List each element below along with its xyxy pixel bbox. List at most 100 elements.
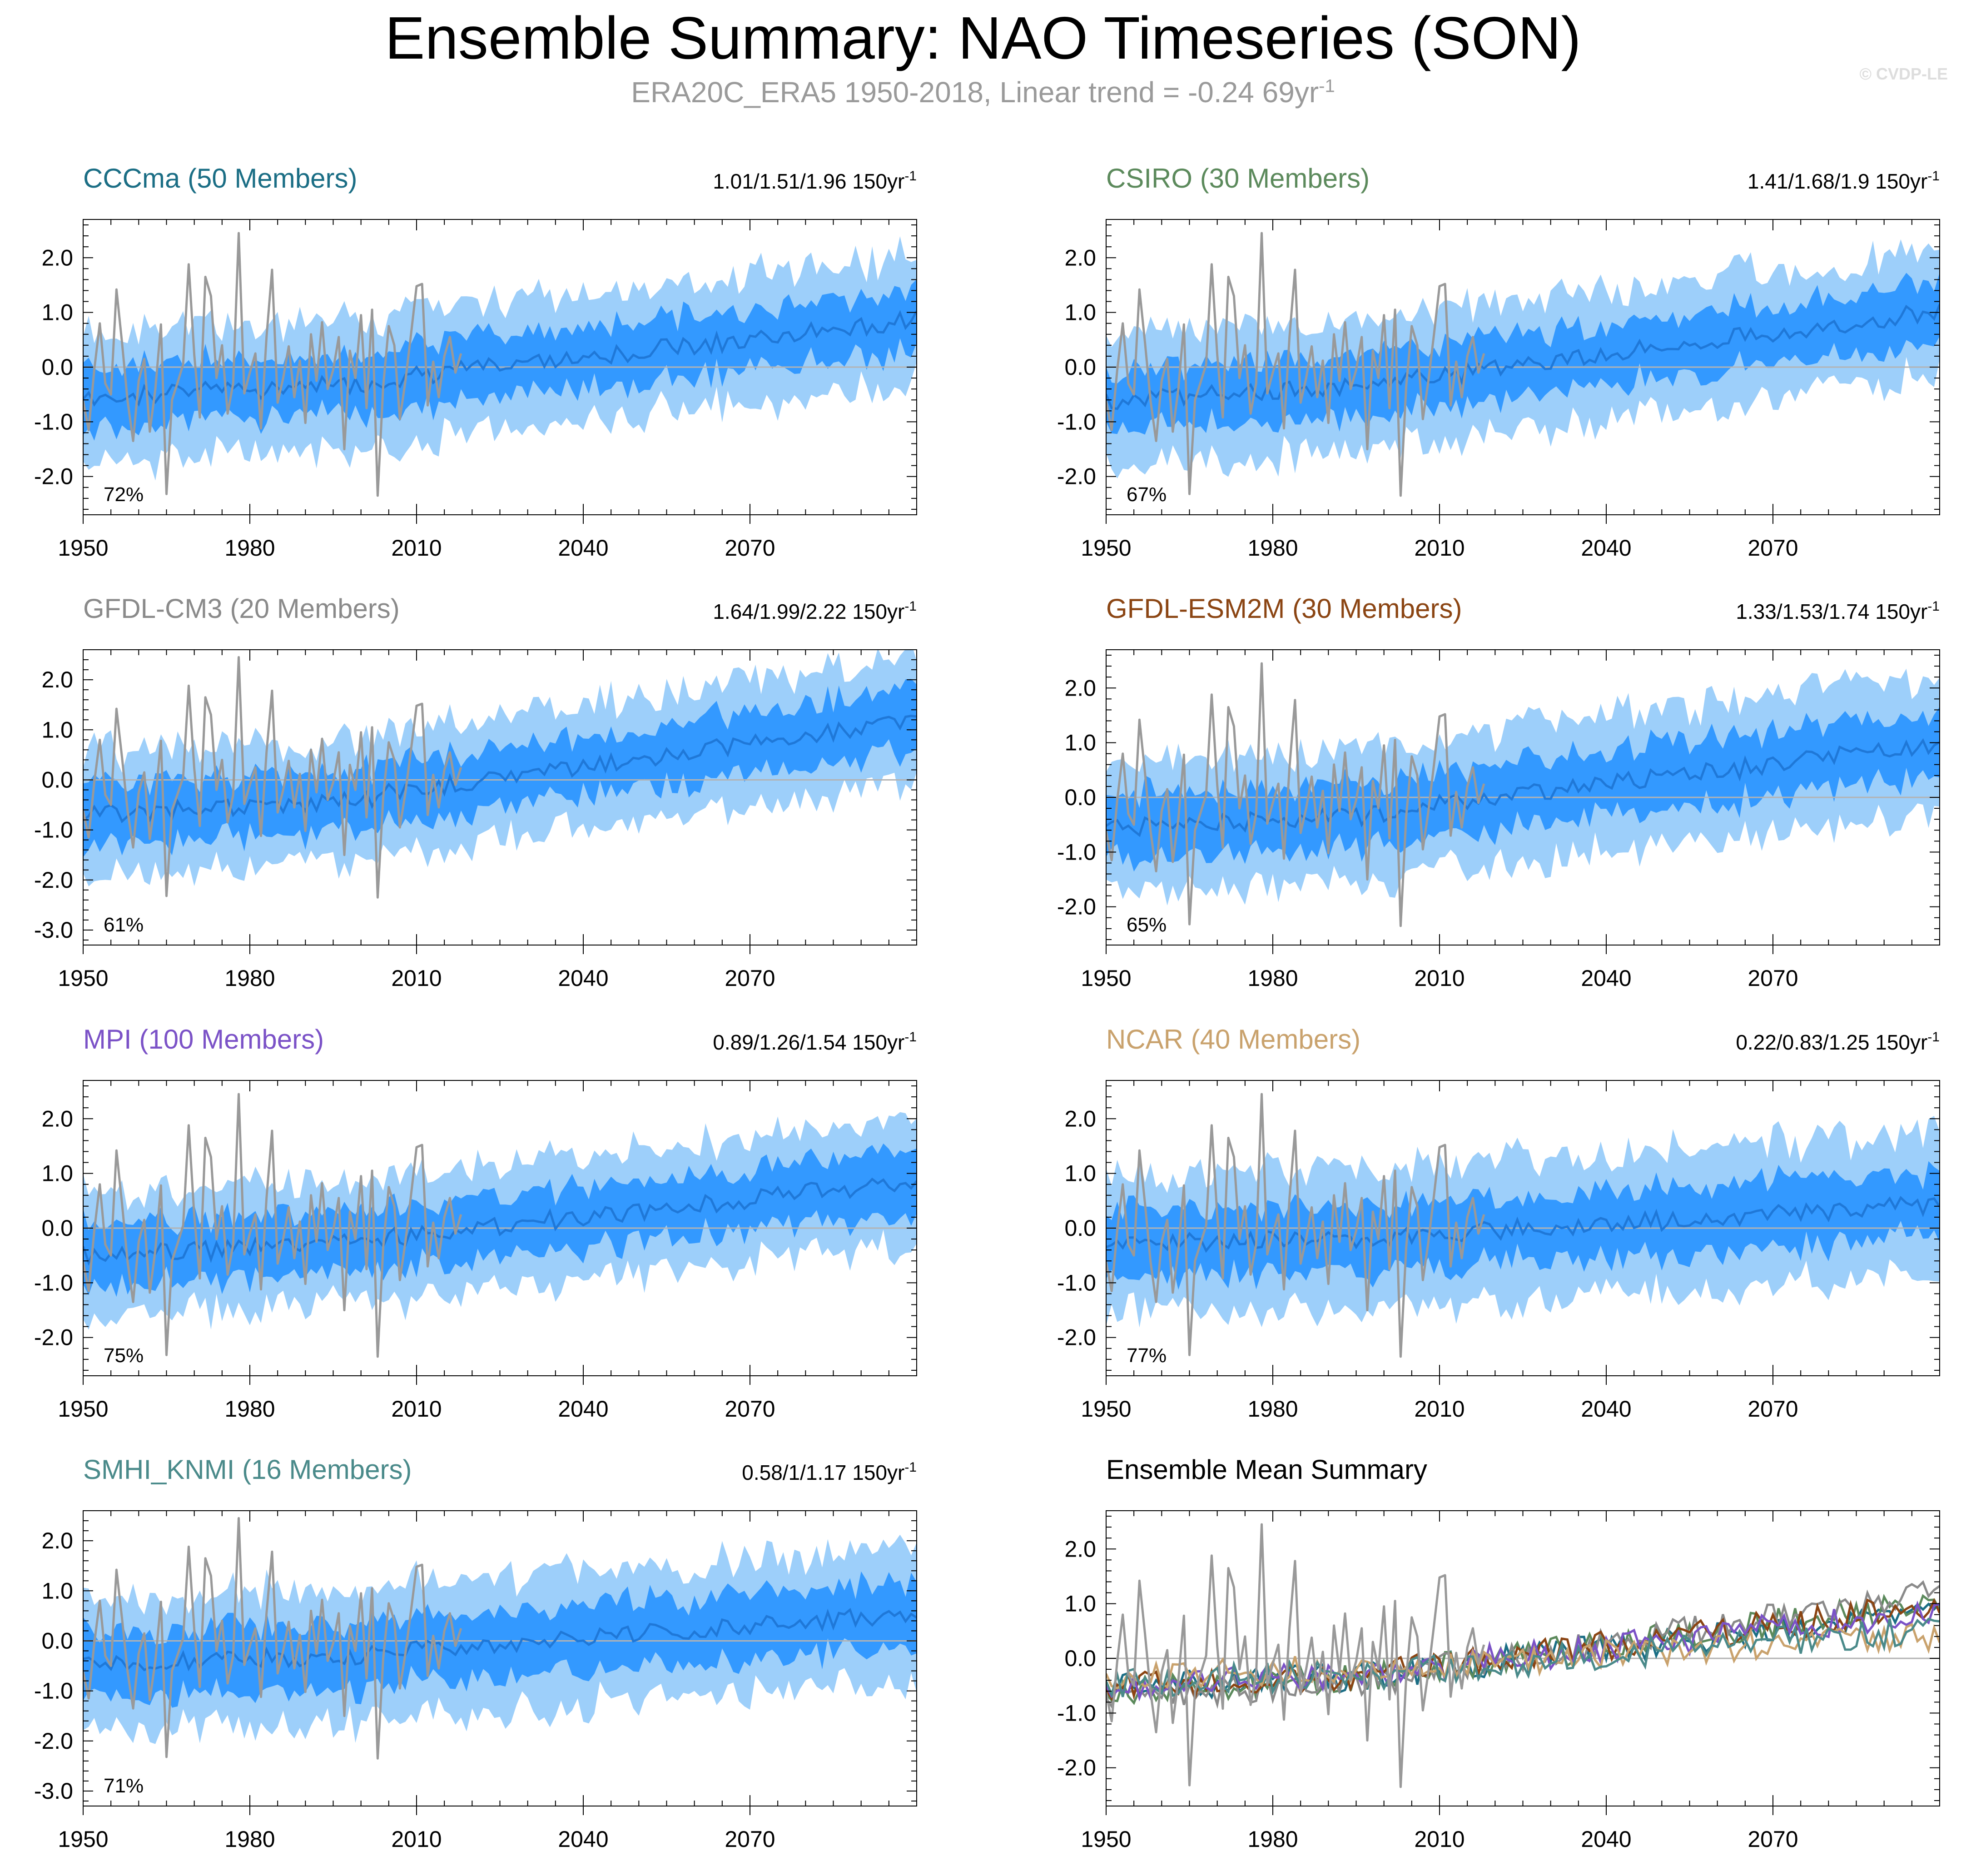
x-tick-label: 1950 [58, 1396, 108, 1422]
panel-percent-label: 77% [1127, 1344, 1167, 1367]
panel-3: GFDL-CM3 (20 Members) 1.64/1.99/2.22 150y… [34, 593, 917, 991]
x-tick-label: 2070 [1748, 965, 1798, 991]
plot-data [83, 650, 917, 899]
x-tick-label: 2040 [1581, 965, 1631, 991]
trend-stats-text: 1.41/1.68/1.9 150yr [1748, 169, 1927, 193]
y-tick-label: -2.0 [1057, 464, 1096, 489]
y-tick-label: 1.0 [1064, 730, 1096, 756]
panel-percent-label: 72% [104, 483, 144, 506]
plot-data [1106, 1523, 1940, 1788]
x-tick-label: 2040 [558, 965, 608, 991]
x-tick-label: 1980 [224, 1396, 275, 1422]
y-tick-label: 0.0 [41, 354, 73, 380]
x-tick-label: 1980 [224, 1826, 275, 1852]
x-tick-label: 1950 [58, 1826, 108, 1852]
y-tick-label: 0.0 [1064, 1646, 1096, 1671]
y-tick-label: -3.0 [34, 1778, 73, 1804]
trend-stats-text: 1.01/1.51/1.96 150yr [713, 169, 904, 193]
x-tick-label: 1980 [224, 965, 275, 991]
y-tick-label: -2.0 [1057, 894, 1096, 920]
plot-data [1106, 1093, 1940, 1358]
y-tick-label: 0.0 [1064, 1215, 1096, 1241]
panel-title: NCAR (40 Members) [1106, 1024, 1360, 1055]
x-tick-label: 2040 [558, 1826, 608, 1852]
trend-stats-superscript: -1 [904, 169, 917, 184]
panel-7: SMHI_KNMI (16 Members) 0.58/1/1.17 150yr-… [34, 1454, 917, 1852]
y-tick-label: -2.0 [34, 464, 73, 489]
panel-trend-stats: 1.33/1.53/1.74 150yr-1 [1736, 599, 1940, 623]
x-tick-label: 2040 [1581, 1826, 1631, 1852]
panel-title: GFDL-CM3 (20 Members) [83, 593, 400, 624]
y-tick-label: 2.0 [1064, 675, 1096, 701]
panel-percent-label: 65% [1127, 914, 1167, 936]
x-tick-label: 1950 [58, 965, 108, 991]
panel-8: Ensemble Mean Summary -2.0 -1.0 0.0 1.0 2.0 19… [1057, 1454, 1940, 1852]
panel-title: Ensemble Mean Summary [1106, 1454, 1427, 1485]
x-tick-label: 2010 [391, 965, 442, 991]
ensemble-mean-line [1106, 1196, 1940, 1253]
x-tick-label: 2010 [391, 1826, 442, 1852]
y-tick-label: 2.0 [41, 667, 73, 692]
x-tick-label: 1980 [224, 535, 275, 561]
y-tick-label: -2.0 [34, 867, 73, 893]
y-tick-label: -1.0 [34, 1678, 73, 1704]
trend-stats-text: 1.33/1.53/1.74 150yr [1736, 600, 1927, 623]
plot-data [83, 232, 917, 497]
panel-5: MPI (100 Members) 0.89/1.26/1.54 150yr-1-… [34, 1024, 917, 1422]
panel-1: CCCma (50 Members) 1.01/1.51/1.96 150yr-1… [34, 163, 917, 561]
ensemble-mean-line [83, 1607, 917, 1672]
y-tick-label: -1.0 [1057, 409, 1096, 434]
y-tick-label: -3.0 [34, 917, 73, 943]
inner-spread-band [83, 279, 917, 441]
observations-line [1106, 232, 1485, 497]
y-tick-label: -2.0 [1057, 1755, 1096, 1781]
x-tick-label: 2070 [725, 1826, 775, 1852]
x-tick-label: 2010 [1414, 965, 1465, 991]
inner-spread-band [1106, 1161, 1940, 1290]
panel-percent-label: 67% [1127, 483, 1167, 506]
plot-data [83, 1517, 917, 1760]
plot-data [1106, 232, 1940, 497]
ensemble-mean-line [1106, 304, 1940, 410]
y-tick-label: -1.0 [1057, 839, 1096, 865]
x-tick-label: 1980 [1247, 1396, 1298, 1422]
y-tick-label: 0.0 [41, 1215, 73, 1241]
ensemble-mean-line [83, 1177, 917, 1266]
observations-line [1106, 1093, 1485, 1358]
inner-spread-band [83, 679, 917, 857]
y-tick-label: 0.0 [1064, 354, 1096, 380]
x-tick-label: 2070 [725, 535, 775, 561]
x-tick-label: 2040 [558, 535, 608, 561]
x-tick-label: 2040 [558, 1396, 608, 1422]
x-tick-label: 1980 [1247, 1826, 1298, 1852]
panel-trend-stats: 1.64/1.99/2.22 150yr-1 [713, 599, 917, 623]
y-tick-label: 1.0 [1064, 300, 1096, 325]
observations-line [83, 656, 462, 899]
panel-title: SMHI_KNMI (16 Members) [83, 1454, 412, 1485]
cvdp-watermark: © CVDP-LE [1859, 65, 1948, 83]
trend-stats-text: 0.22/0.83/1.25 150yr [1736, 1030, 1927, 1054]
y-tick-label: -2.0 [34, 1728, 73, 1754]
y-tick-label: -1.0 [1057, 1700, 1096, 1726]
figure-title: Ensemble Summary: NAO Timeseries (SON) [385, 5, 1581, 71]
x-tick-label: 2040 [1581, 535, 1631, 561]
x-tick-label: 2010 [1414, 535, 1465, 561]
panel-trend-stats: 1.01/1.51/1.96 150yr-1 [713, 169, 917, 193]
panel-trend-stats: 0.89/1.26/1.54 150yr-1 [713, 1030, 917, 1054]
panel-title: CCCma (50 Members) [83, 163, 357, 194]
series-line-smhi_knmi [1106, 1617, 1940, 1698]
inner-spread-band [83, 1143, 917, 1297]
x-tick-label: 1950 [1081, 1826, 1131, 1852]
panel-percent-label: 61% [104, 914, 144, 936]
x-tick-label: 1980 [1247, 965, 1298, 991]
series-line-ncar [1106, 1622, 1940, 1690]
inner-spread-band [83, 1571, 917, 1708]
trend-stats-superscript: -1 [904, 599, 917, 614]
y-tick-label: 2.0 [1064, 245, 1096, 270]
panel-6: NCAR (40 Members) 0.22/0.83/1.25 150yr-1-… [1057, 1024, 1940, 1422]
x-tick-label: 2070 [1748, 535, 1798, 561]
figure-subtitle: ERA20C_ERA5 1950-2018, Linear trend = -0… [0, 75, 1966, 109]
y-tick-label: 1.0 [1064, 1161, 1096, 1186]
ensemble-mean-line [83, 310, 917, 407]
